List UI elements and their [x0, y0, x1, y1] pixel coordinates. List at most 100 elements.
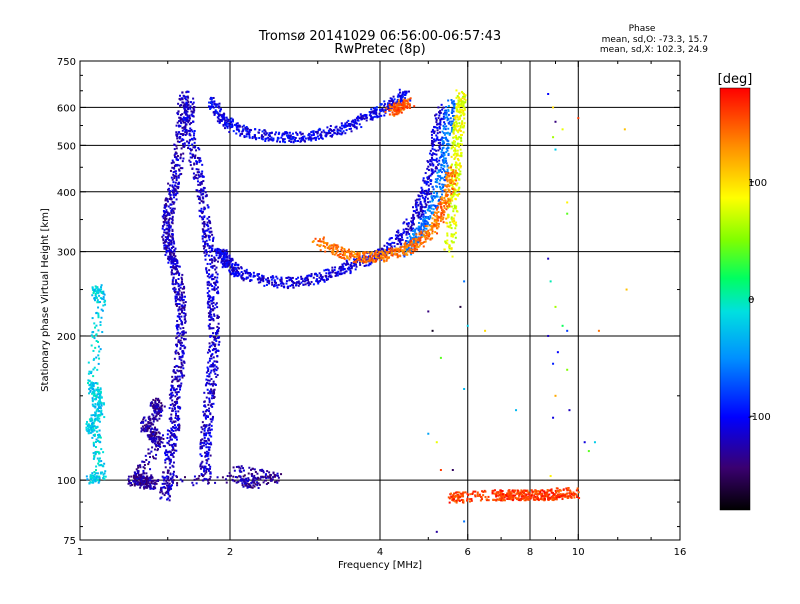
data-point [445, 128, 447, 130]
data-point [439, 112, 441, 114]
data-point [241, 133, 243, 135]
data-point [172, 222, 174, 224]
data-point [441, 138, 443, 140]
data-point [445, 202, 447, 204]
data-point [202, 218, 204, 220]
data-point [346, 129, 348, 131]
data-point [499, 497, 501, 499]
data-point [205, 459, 207, 461]
data-point [391, 250, 393, 252]
data-point [552, 495, 554, 497]
data-point [177, 424, 179, 426]
data-point [453, 496, 455, 498]
data-point [162, 477, 164, 479]
data-point [447, 225, 449, 227]
data-point [191, 168, 193, 170]
data-point [288, 140, 290, 142]
data-point [319, 272, 321, 274]
data-point [217, 248, 219, 250]
data-point [178, 177, 180, 179]
data-point [321, 277, 323, 279]
data-point [203, 433, 205, 435]
data-point [408, 223, 410, 225]
data-point [209, 390, 211, 392]
data-point [469, 501, 471, 503]
data-point [439, 110, 441, 112]
data-point [348, 266, 350, 268]
data-point [354, 119, 356, 121]
data-point [210, 473, 212, 475]
data-point [448, 105, 450, 107]
data-point [165, 209, 167, 211]
data-point [460, 149, 462, 151]
data-point [492, 490, 494, 492]
data-point [556, 497, 558, 499]
data-point [463, 112, 465, 114]
data-point [183, 95, 185, 97]
data-point [461, 143, 463, 145]
data-point [181, 298, 183, 300]
data-point [206, 462, 208, 464]
data-point [180, 385, 182, 387]
data-point [379, 113, 381, 115]
data-point [343, 263, 345, 265]
data-point [384, 103, 386, 105]
data-point [391, 252, 393, 254]
data-point [176, 134, 178, 136]
data-point [431, 232, 433, 234]
data-point [371, 257, 373, 259]
data-point [240, 277, 242, 279]
data-point [172, 403, 174, 405]
data-point [324, 251, 326, 253]
data-point [458, 495, 460, 497]
data-point [188, 160, 190, 162]
data-point [210, 443, 212, 445]
data-point [182, 98, 184, 100]
data-point [175, 297, 177, 299]
data-point [535, 490, 537, 492]
data-point [217, 261, 219, 263]
data-point [272, 277, 274, 279]
data-point [340, 270, 342, 272]
data-point [447, 147, 449, 149]
data-point [394, 102, 396, 104]
data-point [484, 491, 486, 493]
data-point [167, 262, 169, 264]
data-point [440, 203, 442, 205]
data-point [202, 235, 204, 237]
data-point [380, 104, 382, 106]
data-point [213, 383, 215, 385]
data-point [331, 267, 333, 269]
data-point [181, 127, 183, 129]
data-point [258, 276, 260, 278]
data-point [335, 244, 337, 246]
data-point [305, 277, 307, 279]
data-point [472, 491, 474, 493]
data-point [449, 205, 451, 207]
data-point [208, 298, 210, 300]
data-point [436, 186, 438, 188]
data-point [181, 277, 183, 279]
data-point [208, 427, 210, 429]
data-point [183, 309, 185, 311]
data-point [471, 500, 473, 502]
data-point [394, 249, 396, 251]
data-point [174, 351, 176, 353]
data-point [445, 132, 447, 134]
data-point [427, 166, 429, 168]
data-point [520, 494, 522, 496]
data-point [431, 173, 433, 175]
data-point [412, 230, 414, 232]
data-point [299, 141, 301, 143]
data-point [398, 238, 400, 240]
data-point [406, 237, 408, 239]
data-point [325, 275, 327, 277]
data-point [407, 102, 409, 104]
data-point [464, 122, 466, 124]
data-point [443, 205, 445, 207]
data-point [180, 121, 182, 123]
data-point [212, 309, 214, 311]
data-point [311, 134, 313, 136]
data-point [164, 219, 166, 221]
data-point [425, 225, 427, 227]
